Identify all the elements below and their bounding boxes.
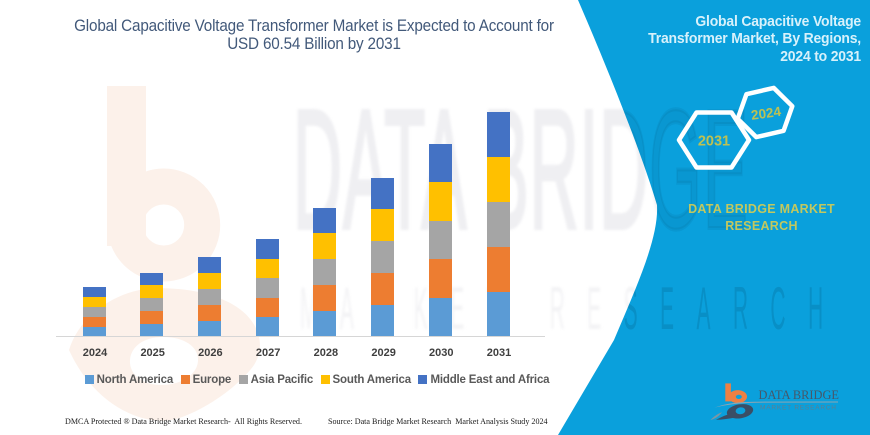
svg-text:2024: 2024: [750, 104, 782, 123]
svg-text:DATA BRIDGE: DATA BRIDGE: [759, 388, 840, 402]
svg-text:MARKET RESEARCH: MARKET RESEARCH: [760, 405, 838, 412]
svg-text:2031: 2031: [698, 134, 730, 150]
